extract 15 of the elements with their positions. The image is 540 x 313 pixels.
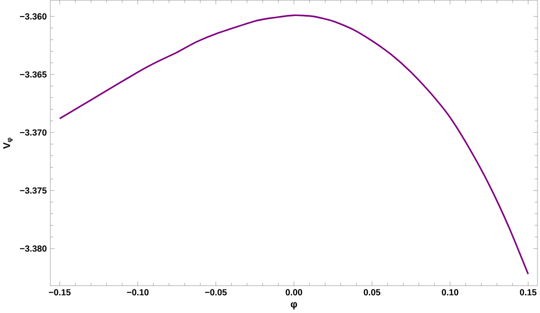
y-axis-title: V$_{φ}$ — [3, 138, 13, 149]
line-series — [58, 14, 529, 276]
x-axis-title: φ — [290, 302, 298, 310]
y-tick-label: −3.365 — [20, 71, 47, 78]
y-tick-label: −3.375 — [20, 188, 47, 194]
x-tick-label: −0.15 — [48, 289, 71, 296]
x-tick-label: −0.05 — [205, 289, 227, 296]
y-tick-label: −3.360 — [20, 13, 47, 20]
y-tick-label: −3.370 — [20, 130, 47, 136]
x-tick-label: 0.10 — [442, 289, 458, 296]
x-tick-label: 0.15 — [520, 289, 536, 296]
y-tick-label: −3.380 — [20, 246, 47, 252]
x-tick-label: −0.10 — [126, 289, 149, 296]
x-tick-label: 0.05 — [364, 289, 380, 296]
x-tick-label: 0.00 — [286, 289, 302, 296]
